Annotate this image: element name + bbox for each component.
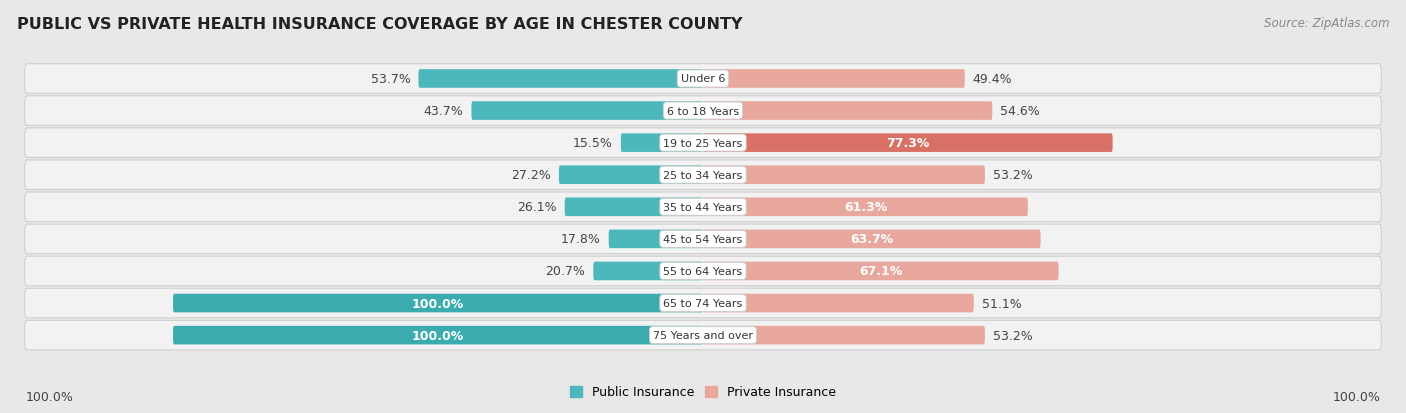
FancyBboxPatch shape	[25, 64, 1381, 94]
FancyBboxPatch shape	[471, 102, 703, 121]
Text: PUBLIC VS PRIVATE HEALTH INSURANCE COVERAGE BY AGE IN CHESTER COUNTY: PUBLIC VS PRIVATE HEALTH INSURANCE COVER…	[17, 17, 742, 31]
FancyBboxPatch shape	[25, 97, 1381, 126]
Text: 45 to 54 Years: 45 to 54 Years	[664, 234, 742, 244]
Text: 100.0%: 100.0%	[412, 329, 464, 342]
FancyBboxPatch shape	[25, 225, 1381, 254]
FancyBboxPatch shape	[25, 192, 1381, 222]
Text: 67.1%: 67.1%	[859, 265, 903, 278]
FancyBboxPatch shape	[703, 230, 1040, 249]
FancyBboxPatch shape	[703, 70, 965, 88]
FancyBboxPatch shape	[703, 326, 986, 344]
FancyBboxPatch shape	[25, 161, 1381, 190]
FancyBboxPatch shape	[609, 230, 703, 249]
Text: 6 to 18 Years: 6 to 18 Years	[666, 106, 740, 116]
Text: Source: ZipAtlas.com: Source: ZipAtlas.com	[1264, 17, 1389, 29]
Text: 26.1%: 26.1%	[517, 201, 557, 214]
FancyBboxPatch shape	[703, 198, 1028, 216]
Text: 100.0%: 100.0%	[412, 297, 464, 310]
Text: 27.2%: 27.2%	[512, 169, 551, 182]
Text: 100.0%: 100.0%	[1333, 390, 1381, 403]
Text: 51.1%: 51.1%	[981, 297, 1022, 310]
Text: 53.7%: 53.7%	[371, 73, 411, 86]
FancyBboxPatch shape	[621, 134, 703, 152]
FancyBboxPatch shape	[558, 166, 703, 185]
Text: 77.3%: 77.3%	[886, 137, 929, 150]
Text: 53.2%: 53.2%	[993, 329, 1032, 342]
Text: 49.4%: 49.4%	[973, 73, 1012, 86]
FancyBboxPatch shape	[419, 70, 703, 88]
Text: 55 to 64 Years: 55 to 64 Years	[664, 266, 742, 276]
FancyBboxPatch shape	[593, 262, 703, 280]
Text: 53.2%: 53.2%	[993, 169, 1032, 182]
Text: 20.7%: 20.7%	[546, 265, 585, 278]
FancyBboxPatch shape	[25, 128, 1381, 158]
Text: 65 to 74 Years: 65 to 74 Years	[664, 298, 742, 308]
Text: 35 to 44 Years: 35 to 44 Years	[664, 202, 742, 212]
FancyBboxPatch shape	[565, 198, 703, 216]
Text: 63.7%: 63.7%	[851, 233, 893, 246]
FancyBboxPatch shape	[25, 320, 1381, 350]
Text: 75 Years and over: 75 Years and over	[652, 330, 754, 340]
Text: 43.7%: 43.7%	[423, 105, 464, 118]
FancyBboxPatch shape	[703, 262, 1059, 280]
FancyBboxPatch shape	[173, 294, 703, 313]
FancyBboxPatch shape	[703, 134, 1112, 152]
FancyBboxPatch shape	[703, 294, 974, 313]
Text: 54.6%: 54.6%	[1000, 105, 1040, 118]
FancyBboxPatch shape	[25, 256, 1381, 286]
FancyBboxPatch shape	[703, 166, 986, 185]
Text: 61.3%: 61.3%	[844, 201, 887, 214]
Text: 25 to 34 Years: 25 to 34 Years	[664, 170, 742, 180]
Text: 19 to 25 Years: 19 to 25 Years	[664, 138, 742, 148]
Legend: Public Insurance, Private Insurance: Public Insurance, Private Insurance	[565, 380, 841, 404]
Text: 100.0%: 100.0%	[25, 390, 73, 403]
Text: 15.5%: 15.5%	[574, 137, 613, 150]
Text: Under 6: Under 6	[681, 74, 725, 84]
FancyBboxPatch shape	[173, 326, 703, 344]
FancyBboxPatch shape	[703, 102, 993, 121]
Text: 17.8%: 17.8%	[561, 233, 600, 246]
FancyBboxPatch shape	[25, 289, 1381, 318]
